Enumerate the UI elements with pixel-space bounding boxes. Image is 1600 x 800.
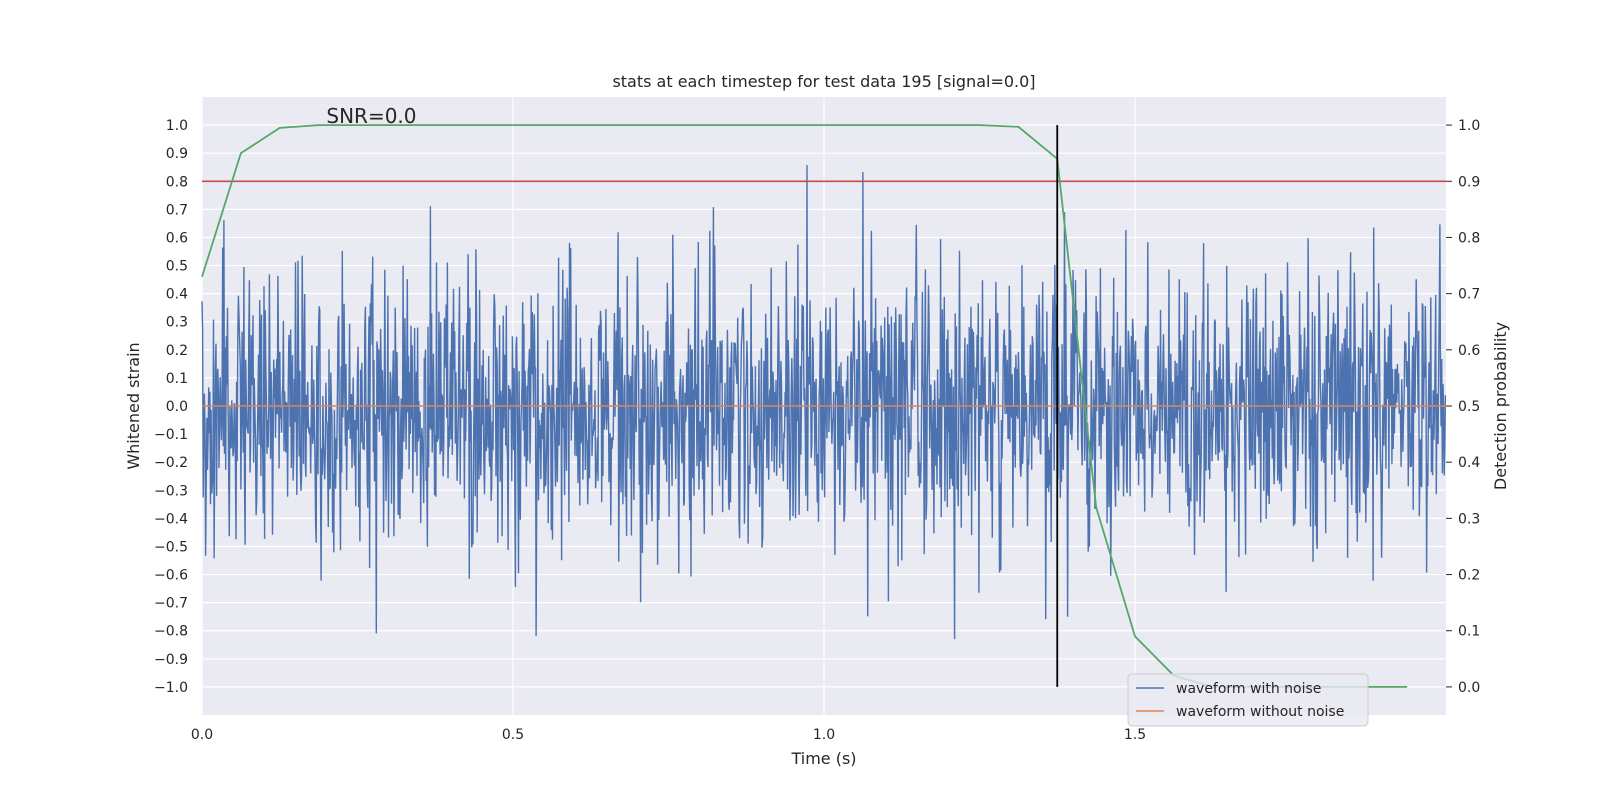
x-tick-label: 0.5 — [502, 727, 524, 743]
series-waveform-with-noise — [201, 165, 1447, 640]
legend-box — [1127, 673, 1369, 727]
x-tick-label: 1.5 — [1124, 727, 1146, 743]
y-axis-label: Whitened strain — [124, 342, 143, 469]
y-tick-label: 0.4 — [166, 287, 188, 303]
y-tick-label: 0.1 — [166, 371, 188, 387]
y-tick-label: −0.1 — [154, 427, 188, 443]
x-axis-label: Time (s) — [790, 749, 856, 768]
y-tick-label: −0.3 — [154, 483, 188, 499]
y-tick-label: −0.5 — [154, 539, 188, 555]
y2-tick-label: 0.5 — [1458, 399, 1480, 415]
y-tick-label: 0.6 — [166, 230, 188, 246]
x-axis-ticks: 0.0 0.5 1.0 1.5 — [191, 727, 1146, 743]
y2-tick-label: 0.9 — [1458, 174, 1480, 190]
legend-label-clean: waveform without noise — [1176, 704, 1344, 720]
y-tick-label: 0.0 — [166, 399, 188, 415]
y-tick-label: 0.5 — [166, 259, 188, 275]
y2-tick-label: 0.8 — [1458, 230, 1480, 246]
y2-tick-label: 0.6 — [1458, 343, 1480, 359]
y-tick-label: −0.8 — [154, 624, 188, 640]
legend-label-noisy: waveform with noise — [1176, 681, 1321, 697]
y2-tick-label: 1.0 — [1458, 118, 1480, 134]
legend: waveform with noise waveform without noi… — [1127, 673, 1369, 727]
y-tick-label: −0.9 — [154, 652, 188, 668]
y2-tick-label: 0.7 — [1458, 287, 1480, 303]
y2-axis-label: Detection probability — [1491, 322, 1510, 490]
y-tick-label: 0.8 — [166, 174, 188, 190]
y2-tick-label: 0.3 — [1458, 511, 1480, 527]
y-tick-label: −1.0 — [154, 680, 188, 696]
y-tick-label: 0.9 — [166, 146, 188, 162]
y-tick-label: 0.2 — [166, 343, 188, 359]
y-tick-label: 0.7 — [166, 202, 188, 218]
y-axis-ticks: 1.0 0.9 0.8 0.7 0.6 0.5 0.4 0.3 0.2 0.1 0.0 −0.1 −0.… — [154, 118, 188, 696]
y-tick-label: 0.3 — [166, 315, 188, 331]
y2-tick-label: 0.2 — [1458, 568, 1480, 584]
y2-tick-label: 0.0 — [1458, 680, 1480, 696]
y2-axis-ticks: 1.0 0.9 0.8 0.7 0.6 0.5 0.4 0.3 0.2 0.1 0.0 — [1446, 118, 1480, 696]
y-tick-label: −0.7 — [154, 596, 188, 612]
y2-tick-label: 0.1 — [1458, 624, 1480, 640]
x-tick-label: 1.0 — [813, 727, 835, 743]
x-tick-label: 0.0 — [191, 727, 213, 743]
y2-tick-label: 0.4 — [1458, 455, 1480, 471]
y-tick-label: −0.6 — [154, 568, 188, 584]
y-tick-label: −0.4 — [154, 511, 188, 527]
snr-annotation: SNR=0.0 — [326, 104, 416, 128]
y-tick-label: 1.0 — [166, 118, 188, 134]
y-tick-label: −0.2 — [154, 455, 188, 471]
chart-title: stats at each timestep for test data 195… — [612, 72, 1035, 91]
